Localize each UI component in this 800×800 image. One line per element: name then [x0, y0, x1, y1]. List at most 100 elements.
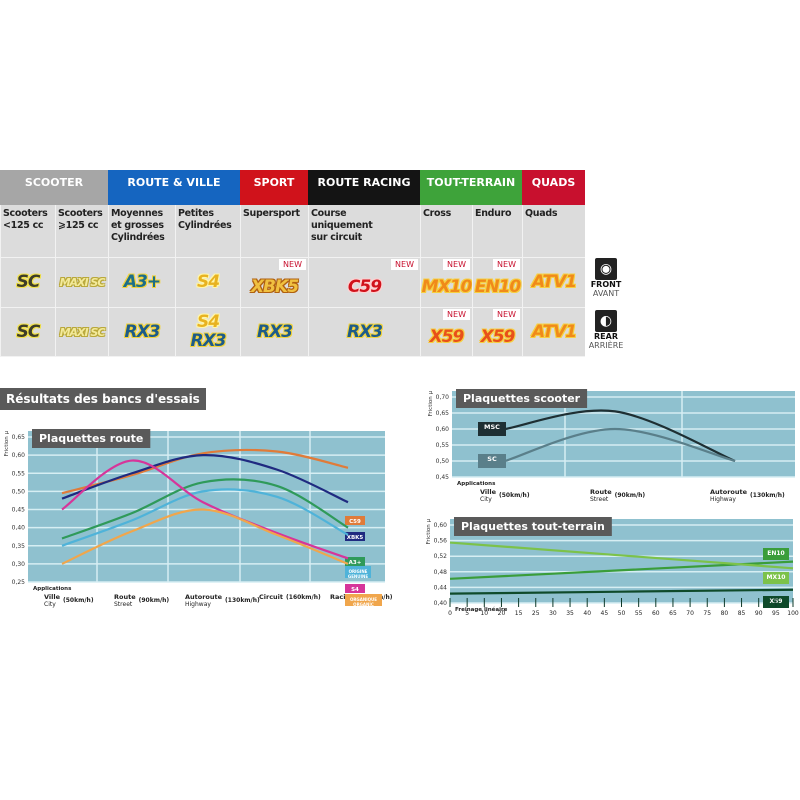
front-sub-label: AVANT	[592, 289, 620, 298]
category-header: QUADS	[522, 170, 585, 205]
rear-pad-cell: NEW X59	[420, 308, 472, 357]
x-category-label-en: Highway	[710, 496, 736, 503]
y-tick-label: 0,55	[436, 442, 450, 449]
x-axis-label: Applications	[33, 586, 72, 592]
front-label: FRONT	[590, 280, 622, 289]
x-category-speed: (50km/h)	[499, 492, 530, 499]
legend-label: ORGANIQUE	[350, 597, 377, 602]
x-axis-label: Applications	[457, 481, 496, 487]
pad-logo: RX3	[190, 331, 226, 351]
x-tick-label: 20	[498, 610, 506, 617]
x-tick-label: 10	[480, 610, 488, 617]
front-pad-cell: NEW EN10	[472, 258, 522, 308]
legend-box	[763, 572, 789, 584]
pad-logo: MX10	[421, 277, 473, 297]
road-pads-chart: 0,25 0,30 0,35 0,40 0,45 0,50 0,55 0,60 0,65Fric…	[4, 429, 393, 608]
x-tick-label: 55	[635, 610, 643, 617]
y-tick-label: 0,52	[434, 553, 448, 560]
legend-label: EN10	[767, 550, 784, 557]
legend-label: MX10	[767, 574, 786, 581]
x-tick-label: 30	[549, 610, 557, 617]
y-tick-label: 0,65	[12, 434, 26, 441]
legend-label: A3+	[349, 560, 362, 566]
rear-wheel-icon: ◐	[595, 310, 617, 332]
x-tick-label: 80	[721, 610, 729, 617]
x-category-speed: (160km/h)	[286, 594, 321, 601]
legend-label: S4	[351, 587, 359, 593]
series-line-mx10	[449, 541, 794, 570]
x-category-label-en: Highway	[185, 601, 211, 608]
x-tick-label: 0	[448, 610, 452, 617]
rear-indicator: ◐ REAR ARRIÈRE	[588, 310, 624, 350]
use-description: Cross	[420, 205, 472, 258]
series-line-x59	[449, 588, 794, 595]
y-axis-label: Friction µ	[426, 519, 432, 545]
y-tick-label: 0,50	[436, 458, 450, 465]
x-tick-label: 90	[755, 610, 763, 617]
use-description: Scooters ⩾125 cc	[55, 205, 108, 258]
use-description: Supersport	[240, 205, 308, 258]
new-badge: NEW	[493, 259, 520, 270]
front-pad-cell: SC	[0, 258, 55, 308]
front-pad-cell: MAXI SC	[55, 258, 108, 308]
pad-logo: ATV1	[531, 321, 577, 342]
y-tick-label: 0,60	[12, 452, 26, 459]
pad-logo: SC	[16, 321, 41, 342]
y-tick-label: 0,48	[434, 569, 448, 576]
x-category-speed: (130km/h)	[225, 597, 260, 604]
chart-title-box	[32, 429, 151, 448]
x-tick-label: 45	[601, 610, 609, 617]
series-line-organique	[61, 508, 349, 565]
y-tick-label: 0,60	[436, 426, 450, 433]
front-pad-cell: NEW C59	[308, 258, 420, 308]
y-tick-label: 0,55	[12, 470, 26, 477]
y-tick-label: 0,40	[434, 600, 448, 607]
rear-pad-cell: MAXI SC	[55, 308, 108, 357]
legend-box	[478, 422, 506, 436]
new-badge: NEW	[493, 309, 520, 320]
chart-title: Plaquettes scooter	[463, 392, 581, 405]
legend-box	[345, 516, 365, 525]
rear-pad-cell: NEW X59	[472, 308, 522, 357]
pad-logo: MAXI SC	[59, 325, 106, 339]
y-tick-label: 0,45	[12, 507, 26, 514]
y-tick-label: 0,50	[12, 488, 26, 495]
x-tick-label: 60	[652, 610, 660, 617]
pad-logo: RX3	[124, 321, 160, 342]
legend-label: SC	[487, 455, 497, 463]
x-category-speed: (130km/h)	[750, 492, 785, 499]
y-tick-label: 0,60	[434, 522, 448, 529]
x-tick-label: 5	[465, 610, 469, 617]
pad-logo: RX3	[256, 321, 293, 342]
pad-logo: EN10	[474, 277, 521, 297]
rear-pad-cell: S4 RX3	[175, 308, 240, 357]
category-header: ROUTE RACING	[308, 170, 420, 205]
category-header: TOUT-TERRAIN	[420, 170, 522, 205]
new-badge: NEW	[443, 309, 470, 320]
x-category-label-en: Street	[590, 496, 609, 503]
front-pad-cell: S4	[175, 258, 240, 308]
series-line-xbk5	[61, 454, 349, 504]
x-category-label: Autoroute	[185, 593, 223, 601]
x-tick-label: 35	[566, 610, 574, 617]
front-pad-cell: NEW XBK5	[240, 258, 308, 308]
x-category-label: Route	[590, 488, 612, 496]
rear-pad-cell: SC	[0, 308, 55, 357]
rear-pad-cell: RX3	[108, 308, 175, 357]
x-axis-label: Freinage linéaire	[455, 606, 508, 613]
y-tick-label: 0,70	[436, 394, 450, 401]
series-line-s4	[61, 459, 349, 560]
front-indicator: ◉ FRONT AVANT	[588, 258, 624, 298]
x-category-label: Circuit	[259, 593, 283, 601]
rear-pad-cell: ATV1	[522, 308, 585, 357]
y-tick-label: 0,40	[12, 525, 26, 532]
pad-logo: A3+	[123, 272, 161, 292]
pad-logo: X59	[429, 326, 465, 347]
x-category-speed: (50km/h)	[63, 597, 94, 604]
chart-title: Plaquettes route	[39, 432, 143, 445]
results-title: Résultats des bancs d'essais	[0, 388, 206, 410]
series-line-sc	[504, 427, 736, 463]
pad-logo: XBK5	[250, 277, 299, 297]
x-category-speed: (90km/h)	[139, 597, 170, 604]
